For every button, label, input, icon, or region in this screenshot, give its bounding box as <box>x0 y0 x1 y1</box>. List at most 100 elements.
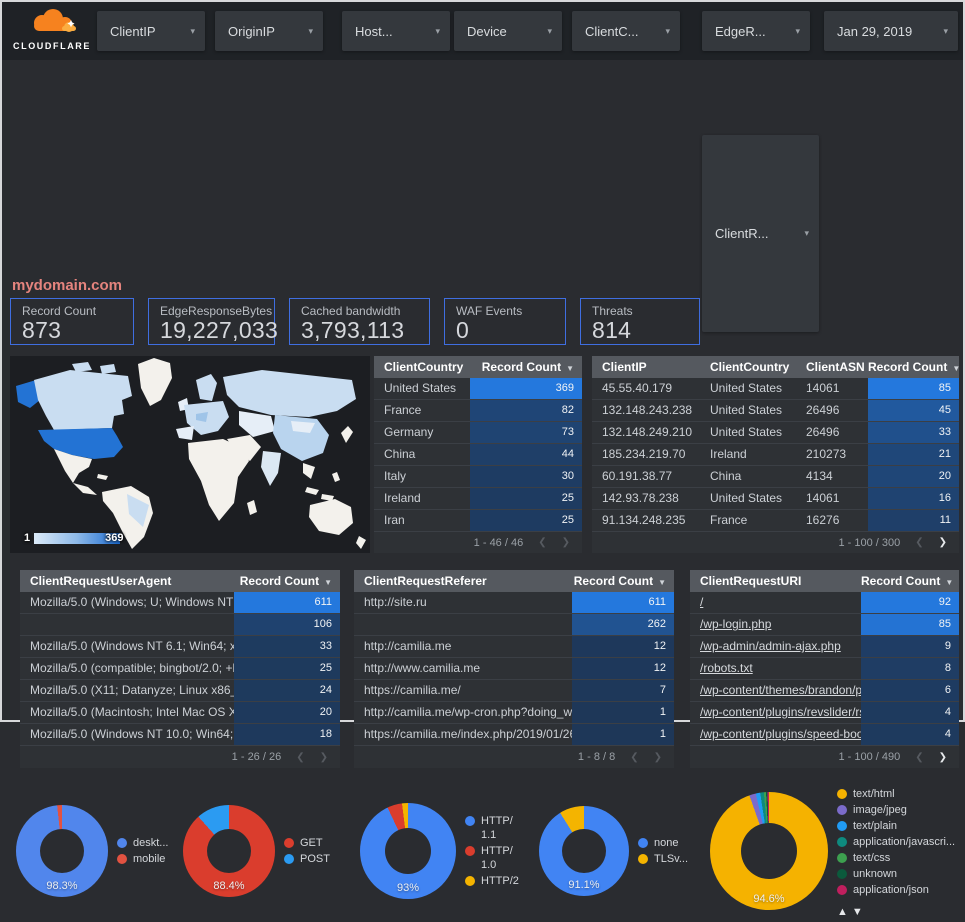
legend-scroll-up-icon[interactable]: ▲ <box>837 905 852 918</box>
date-range-chip[interactable]: Jan 29, 2019 ▾ <box>824 11 958 51</box>
legend-item[interactable]: text/plain <box>837 819 959 833</box>
table-row[interactable]: 132.148.249.210 United States 26496 33 <box>592 422 959 444</box>
legend-item[interactable]: application/json <box>837 883 959 897</box>
donut-chart-tls-version[interactable]: 91.1% <box>539 806 629 896</box>
column-header[interactable]: Record Count ▼ <box>868 360 959 374</box>
metric-cell: 33 <box>868 422 959 443</box>
legend-item[interactable]: text/css <box>837 851 959 865</box>
legend-item[interactable]: POST <box>284 852 332 866</box>
table-row[interactable]: /wp-content/plugins/revslider/rs-p...4 <box>690 702 959 724</box>
legend-item[interactable]: GET <box>284 836 332 850</box>
table-row[interactable]: Mozilla/5.0 (Windows NT 6.1; Win64; x64;… <box>20 636 340 658</box>
uri-link[interactable]: /wp-content/plugins/revslider/rs-p... <box>700 705 861 719</box>
column-header[interactable]: Record Count ▼ <box>861 574 954 588</box>
table-row[interactable]: Mozilla/5.0 (Windows NT 10.0; Win64; x64… <box>20 724 340 746</box>
donut-hole <box>741 823 797 879</box>
uri-link[interactable]: /wp-content/themes/brandon/plu... <box>700 683 861 697</box>
table-row[interactable]: Mozilla/5.0 (Macintosh; Intel Mac OS X 1… <box>20 702 340 724</box>
table-row[interactable]: Mozilla/5.0 (X11; Datanyze; Linux x86_64… <box>20 680 340 702</box>
table-row[interactable]: Mozilla/5.0 (compatible; bingbot/2.0; +h… <box>20 658 340 680</box>
column-header[interactable]: ClientIP <box>602 360 647 374</box>
table-row[interactable]: / 92 <box>690 592 959 614</box>
column-header[interactable]: ClientRequestUserAgent <box>30 574 172 588</box>
table-row[interactable]: 91.134.248.235 France 16276 11 <box>592 510 959 532</box>
metric-cell: 92 <box>861 592 959 613</box>
legend-item[interactable]: none <box>638 836 694 850</box>
donut-chart-http-version[interactable]: 93% <box>360 803 456 899</box>
geo-map-panel[interactable]: 1 369 <box>10 356 370 553</box>
uri-link[interactable]: / <box>700 595 704 609</box>
filter-chip-clientr[interactable]: ClientR... ▾ <box>702 135 819 332</box>
donut-chart-content-type[interactable]: 94.6% <box>710 792 828 910</box>
table-row[interactable]: http://site.ru 611 <box>354 592 674 614</box>
legend-item[interactable]: HTTP/ 1.0 <box>465 844 519 872</box>
legend-label: application/json <box>853 883 929 896</box>
dimension-cell: 45.55.40.179 <box>602 381 673 395</box>
table-row[interactable]: Mozilla/5.0 (Windows; U; Windows NT 5.1;… <box>20 592 340 614</box>
table-row[interactable]: Ireland 25 <box>374 488 582 510</box>
filter-chip-device[interactable]: Device ▾ <box>454 11 562 51</box>
table-row[interactable]: 142.93.78.238 United States 14061 16 <box>592 488 959 510</box>
dimension-cell: Mozilla/5.0 (Macintosh; Intel Mac OS X 1… <box>30 705 234 719</box>
legend-item[interactable]: deskt... <box>117 836 168 850</box>
table-row[interactable]: /wp-content/themes/brandon/plu...6 <box>690 680 959 702</box>
table-row[interactable]: Iran 25 <box>374 510 582 532</box>
dimension-cell: https://camilia.me/index.php/2019/01/26/… <box>364 727 572 741</box>
table-row[interactable]: /wp-login.php 85 <box>690 614 959 636</box>
uri-link[interactable]: /wp-admin/admin-ajax.php <box>700 639 841 653</box>
table-row[interactable]: 45.55.40.179 United States 14061 85 <box>592 378 959 400</box>
table-row[interactable]: China 44 <box>374 444 582 466</box>
table-row[interactable]: http://camilia.me/wp-cron.php?doing_wp_c… <box>354 702 674 724</box>
metric-cell: 20 <box>234 702 340 723</box>
table-row[interactable]: /robots.txt 8 <box>690 658 959 680</box>
table-row[interactable]: United States 369 <box>374 378 582 400</box>
table-row[interactable]: 106 <box>20 614 340 636</box>
table-row[interactable]: France 82 <box>374 400 582 422</box>
filter-chip-originip[interactable]: OriginIP ▾ <box>215 11 323 51</box>
table-row[interactable]: http://camilia.me 12 <box>354 636 674 658</box>
donut-chart-device[interactable]: 98.3% <box>16 805 108 897</box>
filter-chip-clientc[interactable]: ClientC... ▾ <box>572 11 680 51</box>
legend-item[interactable]: image/jpeg <box>837 803 959 817</box>
legend-item[interactable]: TLSv... <box>638 852 694 866</box>
legend-label: mobile <box>133 853 166 865</box>
legend-item[interactable]: HTTP/ 1.1 <box>465 814 519 842</box>
table-row[interactable]: 132.148.243.238 United States 26496 45 <box>592 400 959 422</box>
legend-item[interactable]: unknown <box>837 867 959 881</box>
column-header[interactable]: ClientCountry <box>384 360 464 374</box>
table-row[interactable]: Germany 73 <box>374 422 582 444</box>
uri-link[interactable]: /robots.txt <box>700 661 753 675</box>
legend-item[interactable]: application/javascri... <box>837 835 959 849</box>
table-row[interactable]: http://www.camilia.me 12 <box>354 658 674 680</box>
next-page-icon[interactable]: ❯ <box>938 537 947 548</box>
filter-chip-edger[interactable]: EdgeR... ▾ <box>702 11 810 51</box>
column-header[interactable]: ClientRequestReferer <box>364 574 487 588</box>
table-row[interactable]: Italy 30 <box>374 466 582 488</box>
table-row[interactable]: 60.191.38.77 China 4134 20 <box>592 466 959 488</box>
table-row[interactable]: /wp-admin/admin-ajax.php 9 <box>690 636 959 658</box>
column-header[interactable]: Record Count ▼ <box>239 574 332 588</box>
column-header[interactable]: Record Count ▼ <box>481 360 574 374</box>
legend-item[interactable]: mobile <box>117 852 167 866</box>
table-row[interactable]: https://camilia.me/index.php/2019/01/26/… <box>354 724 674 746</box>
legend-item[interactable]: HTTP/2 <box>465 874 519 888</box>
uri-link[interactable]: /wp-content/plugins/speed-booste... <box>700 727 861 741</box>
filter-chip-clientip[interactable]: ClientIP ▾ <box>97 11 205 51</box>
column-header[interactable]: ClientCountry <box>710 360 790 374</box>
world-map[interactable] <box>10 356 370 553</box>
table-row[interactable]: https://camilia.me/7 <box>354 680 674 702</box>
table-row[interactable]: 262 <box>354 614 674 636</box>
column-header[interactable]: ClientRequestURI <box>700 574 802 588</box>
legend-dot-icon <box>117 854 127 864</box>
legend-scroll-down-icon[interactable]: ▼ <box>851 905 867 918</box>
next-page-icon[interactable]: ❯ <box>938 751 947 763</box>
donut-chart-request-method[interactable]: 88.4% <box>183 805 275 897</box>
table-row[interactable]: /wp-content/plugins/speed-booste...4 <box>690 724 959 746</box>
filter-chip-host[interactable]: Host... ▾ <box>342 11 450 51</box>
dimension-cell: http://camilia.me <box>364 639 452 653</box>
uri-link[interactable]: /wp-login.php <box>700 617 772 631</box>
legend-item[interactable]: text/html <box>837 787 959 801</box>
table-row[interactable]: 185.234.219.70 Ireland 210273 21 <box>592 444 959 466</box>
column-header[interactable]: ClientASN <box>806 360 865 374</box>
column-header[interactable]: Record Count ▼ <box>573 574 666 588</box>
